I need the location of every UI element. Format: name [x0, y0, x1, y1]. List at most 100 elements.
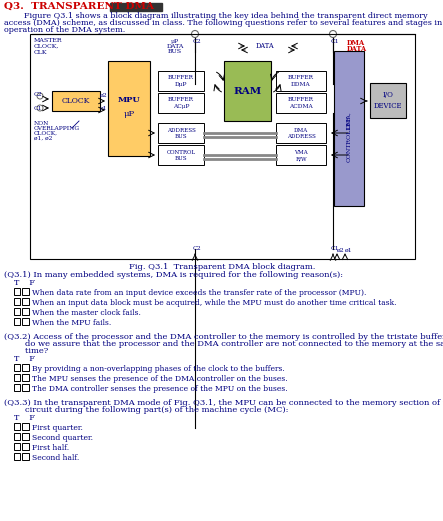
Text: ø1: ø1	[100, 105, 108, 110]
Text: CLOCK,: CLOCK,	[34, 131, 58, 136]
Text: VMA: VMA	[294, 150, 308, 155]
Bar	[23, 453, 29, 460]
Bar	[23, 364, 29, 370]
Text: μP: μP	[171, 39, 179, 44]
Text: ø1, ø2: ø1, ø2	[34, 136, 52, 141]
Text: When the MPU fails.: When the MPU fails.	[32, 319, 111, 327]
Bar	[52, 91, 100, 111]
Text: DATA: DATA	[256, 42, 274, 50]
Text: DEVICE: DEVICE	[374, 102, 402, 109]
Text: The DMA controller senses the presence of the MPU on the buses.: The DMA controller senses the presence o…	[32, 385, 288, 393]
Bar	[14, 423, 20, 429]
Text: Q3.  TRANSPARENT DMA: Q3. TRANSPARENT DMA	[4, 2, 154, 11]
Text: BUFFER: BUFFER	[288, 97, 314, 102]
Text: ACμP: ACμP	[173, 104, 189, 109]
Bar	[14, 443, 20, 450]
Bar	[30, 34, 415, 259]
Text: BUFFER: BUFFER	[168, 75, 194, 80]
Text: T    F: T F	[14, 414, 35, 422]
Text: First quarter.: First quarter.	[32, 424, 83, 432]
Bar	[158, 145, 204, 165]
Text: I/O: I/O	[383, 92, 393, 100]
Text: CONTROL: CONTROL	[167, 150, 195, 155]
Bar	[23, 384, 29, 391]
Bar	[14, 318, 20, 325]
Text: DDMA: DDMA	[291, 82, 311, 87]
Text: When data rate from an input device exceeds the transfer rate of the processor (: When data rate from an input device exce…	[32, 289, 366, 297]
Bar	[370, 83, 406, 118]
Text: ADDRESS: ADDRESS	[287, 134, 315, 140]
Text: DMA: DMA	[347, 39, 365, 47]
Text: (Q3.3) In the transparent DMA mode of Fig. Q3.1, the MPU can be connected to the: (Q3.3) In the transparent DMA mode of Fi…	[4, 399, 443, 407]
Bar	[23, 288, 29, 294]
Bar	[14, 288, 20, 294]
Bar	[14, 308, 20, 315]
Bar	[158, 71, 204, 91]
Bar	[108, 61, 150, 156]
Text: C2: C2	[193, 39, 202, 44]
Text: BUS: BUS	[175, 133, 187, 139]
Text: ø2: ø2	[100, 93, 108, 97]
Bar	[23, 298, 29, 304]
Bar	[23, 423, 29, 429]
Text: By providing a non-overlapping phases of the clock to the buffers.: By providing a non-overlapping phases of…	[32, 365, 285, 373]
Text: MASTER: MASTER	[34, 38, 62, 43]
Text: ø1: ø1	[345, 248, 353, 253]
Text: C1: C1	[331, 246, 340, 251]
Text: DμP: DμP	[175, 82, 187, 87]
Text: T    F: T F	[14, 279, 35, 287]
Bar	[23, 433, 29, 440]
Text: When an input data block must be acquired, while the MPU must do another time cr: When an input data block must be acquire…	[32, 299, 396, 307]
Text: C2: C2	[34, 93, 43, 97]
Bar	[14, 453, 20, 460]
Bar	[14, 433, 20, 440]
Text: Second half.: Second half.	[32, 454, 79, 462]
Bar	[276, 71, 326, 91]
Text: time?: time?	[4, 347, 48, 355]
Text: ADDRESS: ADDRESS	[167, 128, 195, 132]
Text: do we assure that the processor and the DMA controller are not connected to the : do we assure that the processor and the …	[4, 340, 443, 348]
Text: operation of the DMA system.: operation of the DMA system.	[4, 26, 125, 34]
Text: DMA: DMA	[294, 128, 308, 132]
Text: DATA: DATA	[166, 44, 184, 49]
Bar	[334, 51, 364, 206]
Bar	[276, 93, 326, 113]
Bar	[276, 145, 326, 165]
Text: BUFFER: BUFFER	[288, 75, 314, 80]
Text: BUFFER: BUFFER	[168, 97, 194, 102]
Text: NON: NON	[34, 121, 49, 126]
Text: First half.: First half.	[32, 444, 69, 452]
Bar	[158, 123, 204, 143]
Bar	[224, 61, 271, 121]
Bar	[14, 364, 20, 370]
Bar	[276, 123, 326, 143]
Bar	[110, 3, 162, 11]
Text: Second quarter.: Second quarter.	[32, 434, 93, 442]
Bar	[158, 93, 204, 113]
Bar	[23, 308, 29, 315]
Text: μP: μP	[124, 109, 135, 118]
Text: RAM: RAM	[233, 86, 262, 95]
Text: CLOCK,: CLOCK,	[34, 44, 59, 49]
Text: (Q3.1) In many embedded systems, DMA is required for the following reason(s):: (Q3.1) In many embedded systems, DMA is …	[4, 271, 343, 279]
Bar	[14, 298, 20, 304]
Text: C1: C1	[331, 39, 340, 44]
Bar	[23, 318, 29, 325]
Text: CLOCK: CLOCK	[62, 97, 90, 105]
Text: ø2: ø2	[337, 248, 345, 253]
Text: (Q3.2) Access of the processor and the DMA controller to the memory is controlle: (Q3.2) Access of the processor and the D…	[4, 333, 443, 341]
Text: circuit during the following part(s) of the machine cycle (MC):: circuit during the following part(s) of …	[4, 406, 288, 414]
Text: access (DMA) scheme, as discussed in class. The following questions refer to sev: access (DMA) scheme, as discussed in cla…	[4, 19, 443, 27]
Text: OVERLAPPING: OVERLAPPING	[34, 126, 80, 131]
Bar	[23, 374, 29, 380]
Text: MPU: MPU	[118, 96, 140, 105]
Text: C1: C1	[34, 105, 43, 110]
Text: ACDMA: ACDMA	[289, 104, 313, 109]
Text: CONTROLLER: CONTROLLER	[346, 115, 351, 162]
Text: BUS: BUS	[168, 49, 182, 54]
Text: When the master clock fails.: When the master clock fails.	[32, 309, 141, 317]
Text: The MPU senses the presence of the DMA controller on the buses.: The MPU senses the presence of the DMA c…	[32, 375, 288, 383]
Text: DMA,: DMA,	[346, 111, 351, 129]
Text: C2: C2	[193, 246, 202, 251]
Text: BUS: BUS	[175, 155, 187, 160]
